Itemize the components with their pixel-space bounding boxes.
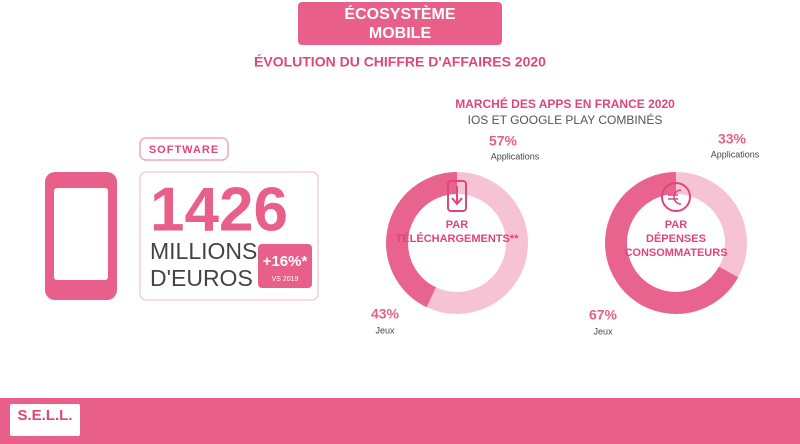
unit: D'EUROS bbox=[150, 265, 253, 291]
logo: S.E.L.L. bbox=[17, 407, 72, 424]
software-label: SOFTWARE bbox=[149, 144, 219, 156]
donut-title: PAR bbox=[665, 219, 687, 231]
segment-value: 43% bbox=[371, 306, 400, 322]
icon bbox=[451, 186, 463, 206]
donut-title: TÉLÉCHARGEMENTS** bbox=[396, 232, 520, 245]
growth-badge bbox=[258, 244, 312, 288]
phone-screen bbox=[54, 188, 108, 280]
icon bbox=[668, 189, 682, 205]
title: MOBILE bbox=[369, 25, 432, 42]
donuts: 57%Applications43%JeuxPARTÉLÉCHARGEMENTS… bbox=[371, 131, 760, 337]
segment-name: Jeux bbox=[593, 326, 613, 336]
footer bbox=[0, 398, 800, 444]
icon bbox=[661, 182, 691, 212]
donut-title: DÉPENSES bbox=[646, 232, 706, 245]
title: ÉCOSYSTÈME bbox=[344, 4, 455, 23]
donut-title: CONSOMMATEURS bbox=[624, 247, 727, 259]
logo-box bbox=[10, 404, 80, 436]
unit: MILLIONS bbox=[150, 238, 257, 264]
amount: 1426 bbox=[150, 175, 288, 244]
icon bbox=[447, 180, 467, 212]
segment-value: 67% bbox=[589, 307, 618, 323]
donut-title: PAR bbox=[446, 219, 468, 231]
donut-segment bbox=[386, 172, 528, 314]
title-box bbox=[298, 2, 502, 45]
segment-name: Jeux bbox=[375, 325, 395, 335]
growth: +16%* bbox=[263, 253, 308, 270]
market-subtitle: IOS ET GOOGLE PLAY COMBINÉS bbox=[468, 112, 663, 127]
subtitle: ÉVOLUTION DU CHIFFRE D'AFFAIRES 2020 bbox=[254, 54, 546, 70]
label-box bbox=[139, 137, 229, 161]
market-title: MARCHÉ DES APPS EN FRANCE 2020 bbox=[455, 96, 675, 111]
segment-name: Applications bbox=[711, 149, 760, 159]
segment-name: Applications bbox=[491, 151, 540, 161]
segment-value: 57% bbox=[489, 133, 518, 149]
growth-note: VS 2019 bbox=[272, 276, 299, 283]
segment-value: 33% bbox=[718, 131, 747, 147]
